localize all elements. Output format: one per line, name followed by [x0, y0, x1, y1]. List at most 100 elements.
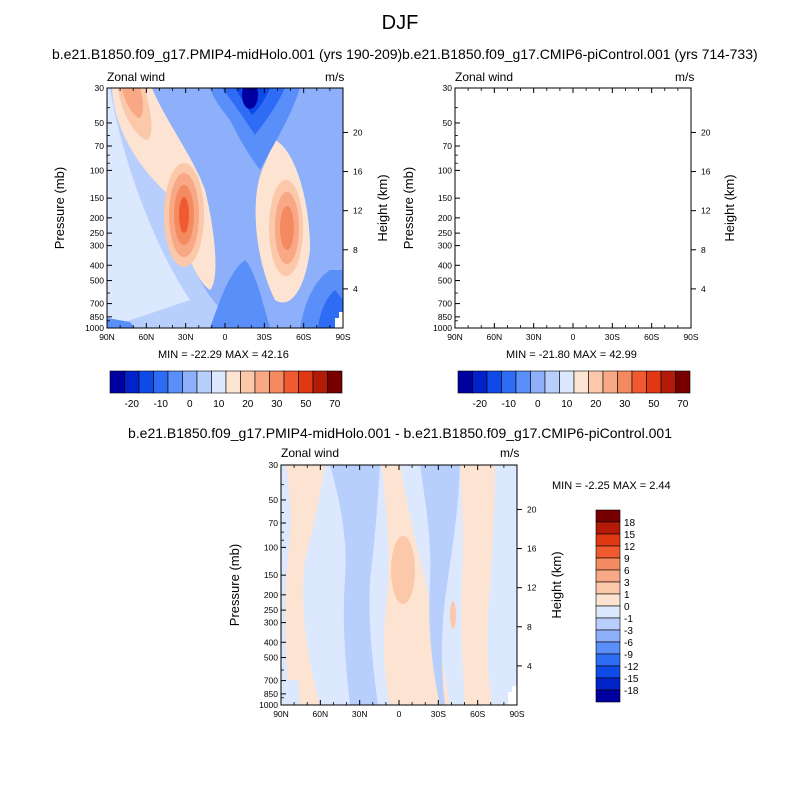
- panel-1-topography: [335, 312, 343, 328]
- panel-2-sh-surface-l1: [648, 270, 691, 328]
- panel-3-negative-band-east: [495, 465, 517, 705]
- colorbar-tick-label: -6: [624, 638, 633, 649]
- x-tick-label: 0: [571, 332, 576, 342]
- colorbar-tick-label: -1: [624, 614, 633, 625]
- colorbar-swatch: [515, 370, 531, 394]
- colorbar-swatch: [631, 370, 647, 394]
- panel-3-title: b.e21.B1850.f09_g17.PMIP4-midHolo.001 - …: [127, 425, 673, 441]
- colorbar-swatch: [544, 370, 560, 394]
- x-tick-label: 90N: [273, 709, 289, 719]
- y-tick-label: 150: [438, 193, 452, 203]
- y-tick-label: 300: [438, 241, 452, 251]
- panel-3-positive-band-west: [285, 465, 325, 705]
- y2-tick-label: 16: [527, 544, 537, 554]
- panel-2-easterly-l1: [558, 88, 648, 170]
- y2-tick-label: 4: [701, 284, 706, 294]
- y-tick-label: 500: [90, 276, 104, 286]
- x-tick-label: 0: [397, 709, 402, 719]
- panel-2-nh-jet-l2: [511, 156, 553, 268]
- colorbar-tick-label: 30: [619, 399, 631, 410]
- x-tick-label: 30N: [352, 709, 368, 719]
- colorbar-swatch: [298, 370, 314, 394]
- panel-3-sfc-west: [281, 680, 300, 705]
- panel-1-nh-surface: [107, 318, 135, 328]
- y-tick-label: 850: [438, 312, 452, 322]
- colorbar-swatch: [595, 569, 621, 583]
- panel-2-y2label: Height (km): [722, 174, 737, 241]
- colorbar-swatch: [595, 557, 621, 571]
- colorbar-tick-label: 20: [242, 399, 254, 410]
- colorbar-tick-label: -20: [473, 399, 488, 410]
- y2-tick-label: 20: [701, 127, 711, 137]
- colorbar-swatch: [595, 533, 621, 547]
- y2-tick-label: 8: [353, 245, 358, 255]
- x-tick-label: 90S: [509, 709, 524, 719]
- colorbar-swatch: [240, 370, 256, 394]
- colorbars: -20 -10 0 10 20 30 50 70 -20 -10 0 10 20 30 50 70181512…: [109, 370, 691, 703]
- colorbar-tick-label: 15: [624, 530, 636, 541]
- y-tick-label: 70: [443, 141, 453, 151]
- panel-2-frame: [454, 87, 692, 329]
- panel-3-units-label: m/s: [500, 446, 520, 460]
- colorbar-swatch: [283, 370, 299, 394]
- y2-tick-label: 20: [527, 504, 537, 514]
- colorbar-swatch: [595, 641, 621, 655]
- colorbar-swatch: [153, 370, 169, 394]
- colorbar-tick-label: 12: [624, 542, 636, 553]
- colorbar-tick-label: 3: [624, 578, 630, 589]
- y-tick-label: 200: [90, 213, 104, 223]
- x-tick-label: 90N: [99, 332, 115, 342]
- colorbar-tick-label: -15: [624, 674, 639, 685]
- y2-tick-label: 16: [701, 167, 711, 177]
- panel-2-nh-jet-outer: [460, 88, 563, 290]
- colorbar-tick-label: 9: [624, 554, 630, 565]
- panel-2-nh-jet-l4: [521, 180, 543, 244]
- y-tick-label: 850: [264, 689, 278, 699]
- panel-3-positive-core-south: [450, 601, 456, 629]
- x-tick-label: 90S: [683, 332, 698, 342]
- y-tick-label: 400: [438, 260, 452, 270]
- y2-tick-label: 12: [353, 206, 363, 216]
- y-tick-label: 30: [269, 460, 279, 470]
- colorbar-swatch: [269, 370, 285, 394]
- panel-2-sh-jet-l2: [617, 176, 651, 276]
- y-tick-label: 150: [264, 570, 278, 580]
- x-tick-label: 30S: [431, 709, 446, 719]
- colorbar-tick-label: 50: [648, 399, 660, 410]
- colorbar-swatch: [595, 593, 621, 607]
- colorbar-swatch: [472, 370, 488, 394]
- panel-1-sh-jet-core: [280, 206, 294, 250]
- y-tick-label: 400: [264, 637, 278, 647]
- panel-1-tropical-low: [210, 260, 270, 328]
- panel-2-title: b.e21.B1850.f09_g17.CMIP6-piControl.001 …: [402, 46, 758, 62]
- y-tick-label: 1000: [259, 700, 278, 710]
- y2-tick-label: 12: [527, 583, 537, 593]
- colorbar-swatch: [595, 605, 621, 619]
- y-tick-label: 200: [264, 590, 278, 600]
- panel-2-field-label: Zonal wind: [455, 70, 514, 84]
- colorbar-swatch: [254, 370, 270, 394]
- x-tick-label: 90N: [447, 332, 463, 342]
- y-tick-label: 70: [95, 141, 105, 151]
- x-tick-label: 60N: [313, 709, 329, 719]
- colorbar-tick-label: -10: [154, 399, 169, 410]
- panel-2-nh-jet-core: [526, 192, 538, 232]
- x-tick-label: 60S: [644, 332, 659, 342]
- colorbar-tick-label: -20: [125, 399, 140, 410]
- colorbar-swatch: [182, 370, 198, 394]
- x-tick-label: 30N: [526, 332, 542, 342]
- y-tick-label: 50: [95, 118, 105, 128]
- panel-2-ylabel: Pressure (mb): [401, 167, 416, 249]
- colorbar-swatch: [312, 370, 328, 394]
- colorbar-swatch: [211, 370, 227, 394]
- y-tick-label: 1000: [433, 323, 452, 333]
- panel-3-minmax: MIN = -2.25 MAX = 2.44: [552, 480, 671, 492]
- colorbar-tick-label: 0: [187, 399, 193, 410]
- y2-tick-label: 4: [353, 284, 358, 294]
- panel-2-polar-jet-l2: [466, 88, 499, 140]
- y-tick-label: 500: [264, 653, 278, 663]
